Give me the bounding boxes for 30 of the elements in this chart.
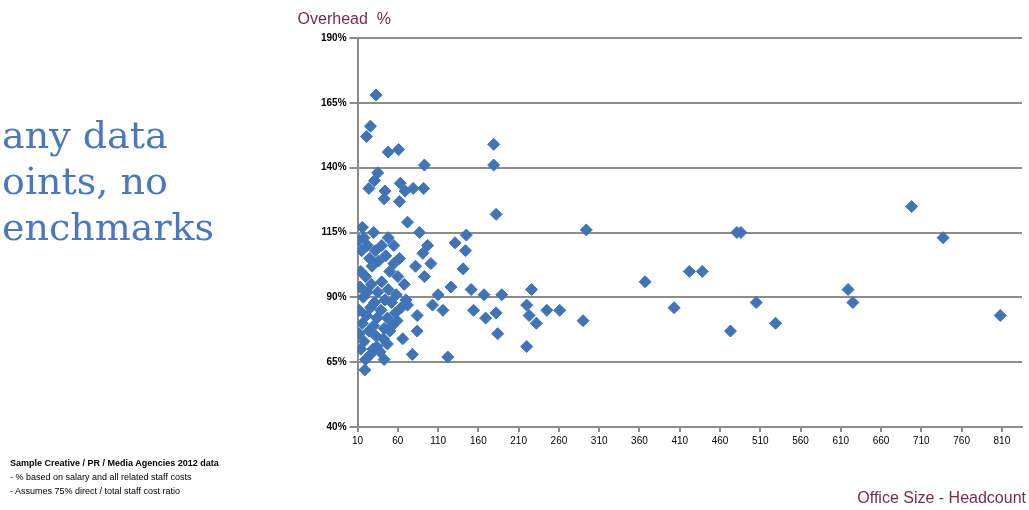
x-tick-label: 760 [953,434,971,446]
x-tick-label: 710 [912,434,931,446]
y-tick-label: 65% [326,355,347,367]
x-tick-label: 560 [792,434,810,446]
text: any data oints, no enchmarks [2,112,215,250]
x-tick-label: 810 [993,434,1011,446]
y-tick-label: 90% [326,291,347,303]
x-tick-label: 510 [751,434,770,446]
y-tick-label: 40% [326,420,347,432]
y-tick-label: 165% [321,96,347,108]
text: - Assumes 75% direct / total staff cost ratio [10,486,180,496]
y-tick-label: 115% [321,226,347,238]
x-tick-label: 610 [832,434,850,446]
text: Sample Creative / PR / Media Agencies 2012 data [10,458,219,468]
x-tick-label: 110 [430,434,447,446]
x-tick-label: 260 [550,434,568,446]
text: - % based on salary and all related staff costs [10,472,192,482]
x-tick-label: 210 [510,434,528,446]
x-tick-label: 60 [392,434,404,446]
y-axis-title: Overhead % [297,10,391,27]
y-tick-label: 190% [321,31,347,43]
x-tick-label: 410 [671,434,689,446]
x-tick-label: 10 [352,434,364,446]
x-tick-label: 360 [631,434,649,446]
x-tick-label: 660 [872,434,890,446]
x-tick-label: 310 [590,434,608,446]
x-axis-title: Office Size - Headcount [857,489,1027,506]
x-tick-label: 160 [470,434,488,446]
y-tick-label: 140% [321,161,347,173]
x-tick-label: 460 [711,434,729,446]
